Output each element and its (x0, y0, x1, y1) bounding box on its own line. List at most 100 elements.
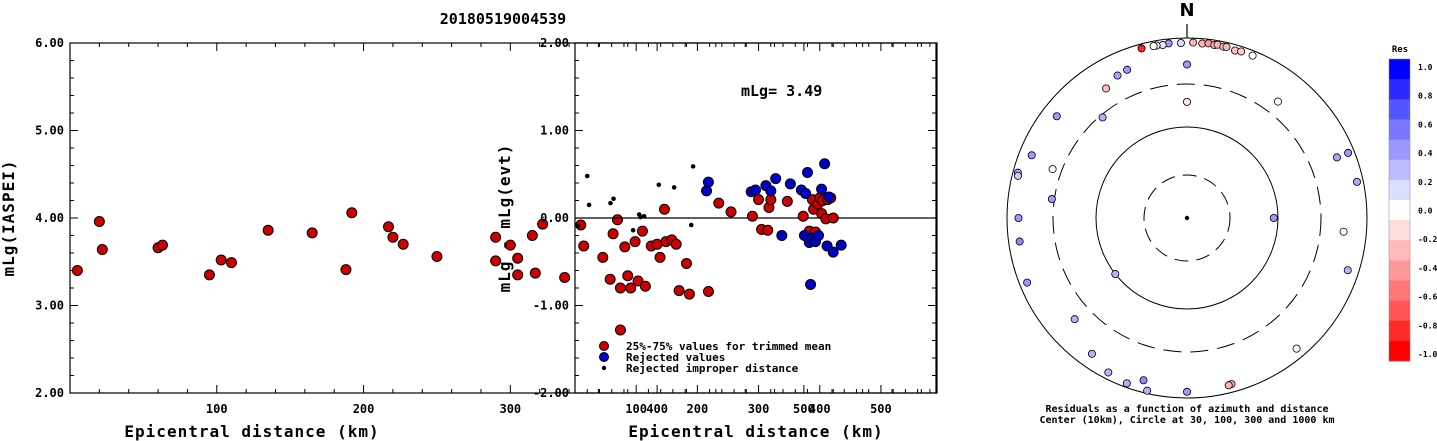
polar-station-marker (1102, 84, 1111, 93)
station-point (827, 212, 839, 224)
y-tick-label: -1.00 (533, 299, 569, 313)
polar-station-marker (1183, 387, 1192, 396)
rejected-point (765, 185, 777, 197)
polar-station-marker (1122, 379, 1131, 388)
x-tick-label: 500 (793, 402, 815, 416)
rejected-point (805, 279, 817, 290)
improper-distance-point (608, 200, 613, 206)
station-point (93, 216, 105, 227)
polar-station-marker (1023, 278, 1032, 287)
polar-station-marker (1273, 97, 1282, 106)
station-point (746, 210, 758, 222)
colorbar-swatch (1389, 320, 1410, 342)
x-tick-label: 300 (748, 402, 770, 416)
rejected-point (701, 185, 713, 197)
station-point (797, 210, 809, 222)
colorbar-swatches (1389, 59, 1410, 362)
polar-caption-line1: Residuals as a function of azimuth and d… (1046, 403, 1329, 415)
polar-station-marker (1014, 213, 1023, 222)
ring-100km (1095, 126, 1279, 310)
y-tick-label: 0.00 (540, 211, 569, 225)
colorbar-swatch (1389, 340, 1410, 362)
y-tick-label: 6.00 (35, 36, 64, 50)
station-point (578, 240, 590, 252)
station-point (490, 231, 502, 243)
polar-station-marker (1343, 266, 1352, 275)
polar-station-marker (1013, 171, 1022, 180)
ring-1000km (1006, 37, 1368, 399)
station-point (658, 203, 670, 215)
colorbar-swatch (1389, 159, 1410, 181)
improper-distance-point (586, 202, 592, 208)
residual-vs-distance-plot: 2.001.000.00-1.00-2.00 100 200 300 400 500 m… (495, 36, 938, 441)
polar-station-marker (1149, 42, 1158, 51)
legend-marker (599, 341, 609, 351)
rejected-point (816, 183, 828, 195)
legend-label: 25%-75% values for trimmed mean (626, 340, 831, 353)
polar-station-marker (1137, 44, 1146, 53)
colorbar-swatch (1389, 179, 1410, 201)
polar-station-marker (1070, 315, 1079, 324)
y-tick-label: -2.00 (533, 386, 569, 400)
rejected-point (750, 184, 761, 196)
x-tick-label: 300 (499, 402, 521, 416)
station-point (71, 265, 83, 276)
polar-station-marker (1048, 165, 1057, 174)
polar-station-marker (1047, 195, 1056, 204)
station-point (607, 228, 619, 240)
colorbar-label: -0.8 (1418, 321, 1437, 330)
figure-title: 20180519004539 (440, 10, 566, 28)
station-point (702, 286, 714, 297)
colorbar-swatch (1389, 300, 1410, 322)
rejected-point (776, 230, 788, 241)
rejected-point (784, 178, 796, 190)
colorbar-labels: 1.0 0.8 0.6 0.4 0.2 0.0 -0.2 -0.4 -0.6 -0.8 -1.0 (1418, 63, 1437, 359)
station-point (673, 285, 685, 297)
polar-station-marker (1087, 349, 1096, 358)
y-tick-label: 3.00 (35, 299, 64, 313)
azimuth-distance-polar-plot: N Residuals as a function of azimuth and… (1006, 0, 1368, 426)
colorbar-swatch (1389, 79, 1410, 100)
station-point (225, 257, 237, 269)
station-point (611, 214, 623, 226)
polar-station-marker (1189, 38, 1198, 47)
colorbar-label: 0.2 (1418, 178, 1433, 187)
colorbar-swatch (1389, 139, 1410, 161)
station-point (619, 241, 631, 253)
colorbar-label: -1.0 (1418, 350, 1437, 359)
polar-station-marker (1237, 47, 1246, 56)
improper-distance-point (688, 222, 694, 228)
station-point (622, 270, 634, 282)
middle-x-axis-label: Epicentral distance (km) (628, 422, 883, 441)
polar-station-marker (1104, 368, 1113, 377)
colorbar-swatch (1389, 220, 1410, 241)
station-point (629, 236, 641, 248)
colorbar-label: 0.8 (1418, 92, 1433, 101)
rejected-point (800, 188, 812, 199)
left-y-axis-label: mLg(IASPEI) (0, 160, 18, 277)
improper-distance-point (584, 173, 590, 179)
improper-distance-point (690, 164, 696, 169)
polar-station-marker (1139, 376, 1148, 385)
colorbar-label: 1.0 (1418, 63, 1433, 72)
station-point (156, 239, 168, 251)
y-tick-label: 4.00 (35, 211, 64, 225)
legend-label: Rejected improper distance (626, 362, 799, 375)
ring-300km (1052, 83, 1322, 353)
x-tick-label: 100 (625, 402, 647, 416)
station-point (725, 206, 737, 218)
polar-station-marker (1098, 113, 1107, 122)
left-x-ticks: 100 200 300 400 500 (98, 43, 922, 416)
station-point (639, 280, 651, 292)
station-point (625, 282, 637, 294)
station-point (636, 225, 648, 237)
colorbar-label: -0.6 (1418, 293, 1437, 302)
colorbar-swatch (1389, 260, 1410, 281)
improper-distance-point (656, 182, 662, 188)
rejected-point (819, 158, 831, 170)
improper-distance-point (671, 185, 677, 190)
colorbar-swatch (1389, 240, 1410, 261)
left-x-axis-label: Epicentral distance (km) (124, 422, 379, 441)
station-point (713, 197, 725, 209)
